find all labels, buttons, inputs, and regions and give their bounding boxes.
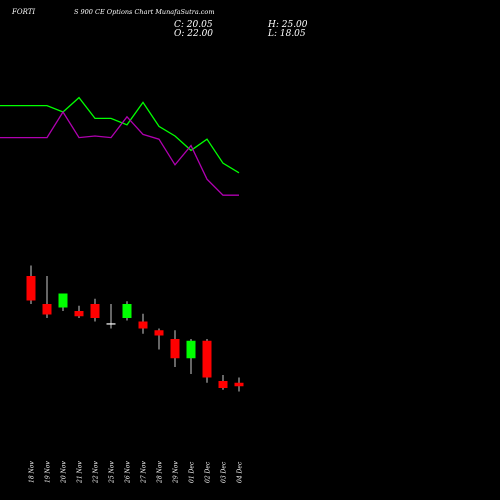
candle-03-dec bbox=[218, 375, 228, 390]
x-tick-label: 28 Nov bbox=[157, 461, 164, 484]
x-tick-label: 19 Nov bbox=[45, 461, 52, 483]
x-tick-label: 03 Dec bbox=[221, 461, 228, 483]
x-tick-label: 27 Nov bbox=[141, 461, 148, 484]
candle-28-nov bbox=[154, 328, 164, 350]
candle-body bbox=[26, 276, 36, 301]
candle-body bbox=[154, 330, 164, 336]
close-value: C: 20.05 bbox=[174, 20, 213, 30]
candle-body bbox=[42, 304, 52, 315]
candle-02-dec bbox=[202, 339, 212, 383]
candle-body bbox=[58, 293, 68, 308]
candle-body bbox=[90, 304, 100, 318]
x-tick-label: 29 Nov bbox=[173, 461, 180, 484]
x-tick-label: 01 Dec bbox=[189, 461, 196, 483]
low-value: L: 18.05 bbox=[268, 29, 306, 39]
candle-19-nov bbox=[42, 276, 52, 318]
candle-29-nov bbox=[170, 330, 180, 367]
chart-subtitle: S 900 CE Options Chart MunafaSutra.com bbox=[74, 8, 215, 16]
candle-body bbox=[170, 339, 180, 359]
candle-01-dec bbox=[186, 339, 196, 374]
candle-20-nov bbox=[58, 293, 68, 311]
candle-body bbox=[138, 321, 148, 329]
candle-21-nov bbox=[74, 305, 84, 318]
x-tick-label: 04 Dec bbox=[237, 461, 244, 483]
candle-body bbox=[202, 340, 212, 378]
candle-27-nov bbox=[138, 313, 148, 334]
chart-symbol: FORTI bbox=[12, 8, 36, 16]
series-line-magenta bbox=[0, 110, 239, 196]
open-value: O: 22.00 bbox=[174, 29, 214, 39]
candle-18-nov bbox=[26, 265, 36, 304]
x-tick-label: 26 Nov bbox=[125, 461, 132, 484]
x-tick-label: 21 Nov bbox=[77, 461, 84, 484]
candle-04-dec bbox=[234, 377, 244, 392]
candle-26-nov bbox=[122, 301, 132, 321]
candle-22-nov bbox=[90, 298, 100, 322]
candle-body bbox=[186, 340, 196, 359]
x-tick-label: 02 Dec bbox=[205, 461, 212, 483]
x-tick-label: 18 Nov bbox=[29, 461, 36, 483]
candle-body bbox=[106, 323, 116, 325]
candle-body bbox=[234, 382, 244, 387]
candle-body bbox=[122, 304, 132, 318]
x-tick-label: 22 Nov bbox=[93, 461, 100, 484]
x-tick-label: 20 Nov bbox=[61, 461, 68, 484]
candle-body bbox=[218, 381, 228, 388]
candle-body bbox=[74, 311, 84, 317]
x-tick-label: 25 Nov bbox=[109, 461, 116, 484]
series-line-green bbox=[0, 96, 240, 174]
candle-25-nov bbox=[106, 304, 116, 329]
high-value: H: 25.00 bbox=[268, 20, 308, 30]
